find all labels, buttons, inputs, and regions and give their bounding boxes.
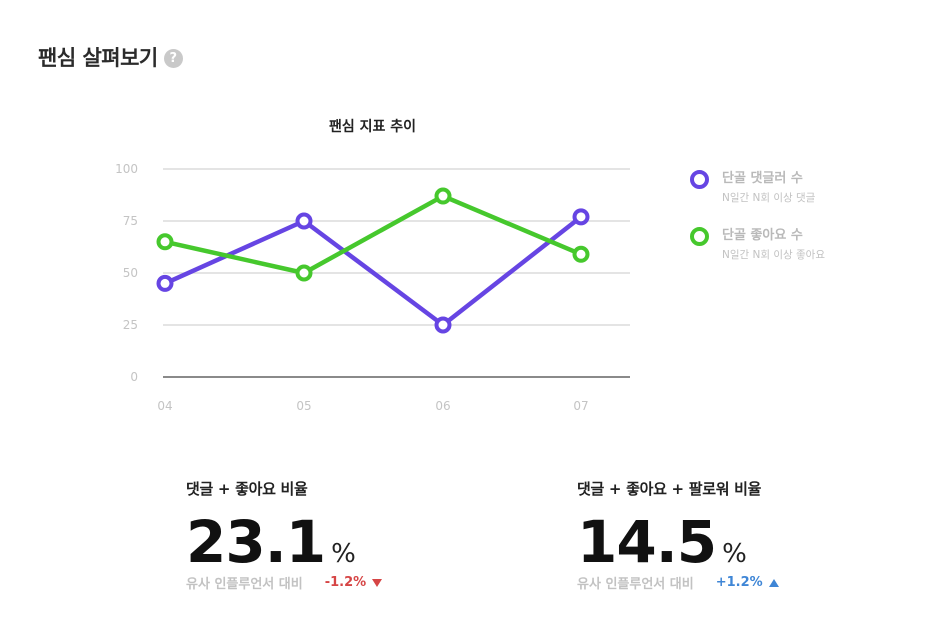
triangle-up-icon: [768, 578, 779, 587]
legend-marker-icon: [690, 227, 709, 246]
legend-label: 단골 댓글러 수: [722, 171, 803, 186]
data-point: [572, 208, 590, 226]
x-tick-label: 07: [573, 399, 588, 413]
stat-card-comment-like: 댓글 + 좋아요 비율 23.1 % 유사 인플루언서 대비 -1.2%: [186, 478, 383, 592]
legend-item-comment[interactable]: 단골 댓글러 수 N일간 N회 이상 댓글: [690, 170, 825, 205]
stat-unit: %: [722, 539, 747, 569]
compare-label: 유사 인플루언서 대비: [577, 577, 694, 592]
data-point: [295, 212, 313, 230]
series-line-0: [164, 215, 583, 328]
y-tick-label: 75: [123, 214, 138, 228]
compare-delta: -1.2%: [324, 575, 367, 590]
line-chart: 0 25 50 75 100 04 05 06 07: [115, 162, 630, 413]
stat-label: 댓글 + 좋아요 비율: [186, 480, 308, 498]
x-tick-label: 06: [435, 399, 450, 413]
chart-title: 팬심 지표 추이: [328, 119, 417, 135]
y-tick-label: 50: [123, 266, 138, 280]
legend-marker-icon: [690, 170, 709, 189]
help-icon[interactable]: ?: [163, 48, 183, 68]
stat-value: 14.5: [577, 508, 717, 576]
x-tick-label: 05: [296, 399, 311, 413]
stat-card-comment-like-follower: 댓글 + 좋아요 + 팔로워 비율 14.5 % 유사 인플루언서 대비 +1.…: [577, 478, 779, 592]
legend-description: N일간 N회 이상 댓글: [722, 192, 816, 204]
y-tick-label: 100: [115, 162, 138, 176]
y-tick-label: 25: [123, 318, 138, 332]
page-title: 팬심 살펴보기: [38, 46, 158, 70]
legend-label: 단골 좋아요 수: [722, 228, 803, 243]
stat-unit: %: [331, 539, 356, 569]
data-point: [572, 245, 590, 263]
stat-label: 댓글 + 좋아요 + 팔로워 비율: [577, 480, 762, 498]
legend-item-like[interactable]: 단골 좋아요 수 N일간 N회 이상 좋아요: [690, 227, 825, 262]
data-point: [295, 264, 313, 282]
data-point: [434, 316, 452, 334]
chart-legend: 단골 댓글러 수 N일간 N회 이상 댓글 단골 좋아요 수 N일간 N회 이상…: [690, 170, 825, 284]
compare-label: 유사 인플루언서 대비: [186, 577, 303, 592]
compare-delta: +1.2%: [715, 575, 763, 590]
legend-description: N일간 N회 이상 좋아요: [722, 249, 826, 261]
triangle-down-icon: [372, 578, 383, 587]
data-point: [434, 187, 452, 205]
x-tick-label: 04: [157, 399, 172, 413]
data-point: [156, 233, 174, 251]
section-header: 팬심 살펴보기 ?: [38, 42, 183, 72]
data-point: [156, 274, 174, 292]
y-tick-label: 0: [130, 370, 138, 384]
series-line-1: [164, 193, 582, 276]
stat-value: 23.1: [186, 508, 326, 576]
